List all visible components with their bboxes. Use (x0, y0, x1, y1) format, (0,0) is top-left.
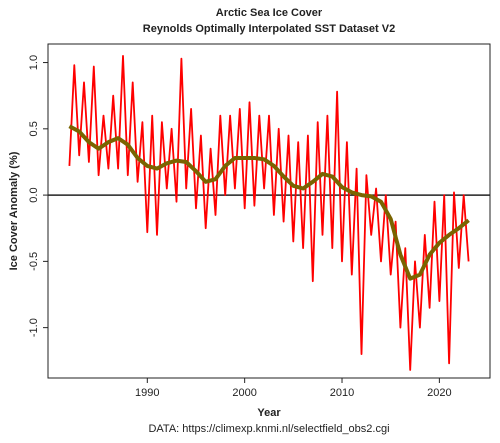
plot-frame (47, 43, 491, 379)
y-tick-label: -0.5 (28, 252, 40, 271)
smoothed-line (68, 124, 470, 281)
y-tick-label: 0.5 (28, 121, 40, 136)
x-axis-label: Year (257, 407, 281, 419)
data-line (68, 55, 470, 371)
source-note: DATA: https://climexp.knmi.nl/selectfiel… (148, 423, 389, 435)
chart-title: Arctic Sea Ice Cover (216, 7, 323, 19)
chart-subtitle: Reynolds Optimally Interpolated SST Data… (143, 23, 395, 35)
y-axis-label: Ice Cover Anomaly (%) (8, 151, 20, 270)
x-tick-label: 2000 (232, 387, 256, 399)
y-tick-label: 0.0 (28, 187, 40, 202)
x-tick-label: 2020 (427, 387, 451, 399)
y-tick-label: -1.0 (28, 318, 40, 337)
y-tick-label: 1.0 (28, 55, 40, 70)
x-tick-label: 1990 (135, 387, 159, 399)
x-tick-label: 2010 (330, 387, 354, 399)
